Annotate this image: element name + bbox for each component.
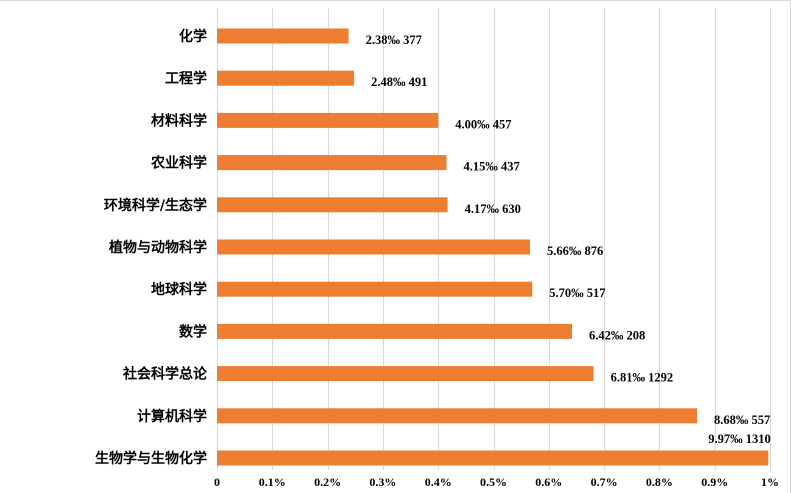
category-label: 社会科学总论 — [122, 366, 208, 383]
x-tick-label: 0.3% — [369, 475, 396, 489]
data-labels: 2.38‰ 377 2.48‰ 491 4.00‰ 457 4.15‰ 437 4.17… — [366, 33, 771, 446]
category-label: 农业科学 — [150, 155, 207, 172]
bar — [217, 366, 594, 382]
data-label: 6.42‰ 208 — [589, 328, 645, 342]
bar — [217, 239, 530, 255]
bar — [217, 450, 769, 466]
x-tick-label: 0.7% — [591, 475, 618, 489]
x-tick-label: 0.4% — [425, 475, 452, 489]
bar — [217, 112, 439, 128]
category-label: 生物学与生物化学 — [95, 450, 207, 467]
x-axis-tick-labels: 0 0.1% 0.2% 0.3% 0.4% 0.5% 0.6% 0.7% 0.8% 0.9% 1% — [214, 475, 779, 489]
data-label: 2.48‰ 491 — [371, 75, 427, 89]
data-label: 6.81‰ 1292 — [611, 371, 674, 385]
data-label: 4.00‰ 457 — [455, 117, 511, 131]
category-label: 材料科学 — [151, 112, 207, 129]
bar — [217, 323, 572, 339]
x-tick-label: 0.9% — [701, 475, 728, 489]
category-label: 植物与动物科学 — [108, 239, 207, 256]
x-tick-label: 0.1% — [259, 475, 286, 489]
category-label: 地球科学 — [151, 281, 207, 298]
bar — [217, 70, 355, 86]
bar — [217, 197, 448, 213]
data-label: 5.66‰ 876 — [547, 244, 603, 258]
x-tick-label: 0.5% — [480, 475, 507, 489]
category-label: 数学 — [179, 323, 207, 340]
bars — [217, 28, 769, 466]
data-label: 2.38‰ 377 — [366, 33, 422, 47]
category-label: 计算机科学 — [137, 408, 207, 425]
x-tick-label: 0 — [214, 475, 220, 489]
category-labels: 化学工程学材料科学农业科学环境科学/生态学植物与动物科学地球科学数学社会科学总论… — [95, 28, 208, 467]
x-tick-label: 0.6% — [535, 475, 562, 489]
x-tick-label: 0.8% — [646, 475, 673, 489]
data-label: 9.97‰ 1310 — [708, 432, 771, 446]
category-label: 环境科学/生态学 — [104, 197, 207, 214]
data-label: 5.70‰ 517 — [549, 286, 605, 300]
bar — [217, 281, 533, 297]
category-label: 工程学 — [165, 70, 207, 87]
bar — [217, 155, 447, 171]
x-tick-label: 0.2% — [314, 475, 341, 489]
category-label: 化学 — [179, 28, 207, 45]
data-label: 4.17‰ 630 — [465, 202, 521, 216]
data-label: 8.68‰ 557 — [714, 413, 770, 427]
bar — [217, 28, 349, 44]
data-label: 4.15‰ 437 — [464, 160, 520, 174]
bar — [217, 408, 697, 424]
x-tick-label: 1% — [761, 475, 779, 489]
